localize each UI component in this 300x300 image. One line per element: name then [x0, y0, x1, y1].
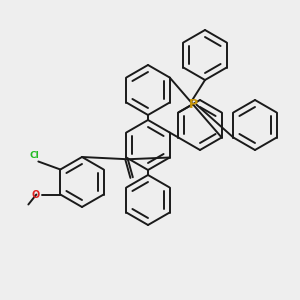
Text: O: O — [31, 190, 39, 200]
Text: Cl: Cl — [29, 151, 39, 160]
Text: P: P — [189, 98, 198, 111]
